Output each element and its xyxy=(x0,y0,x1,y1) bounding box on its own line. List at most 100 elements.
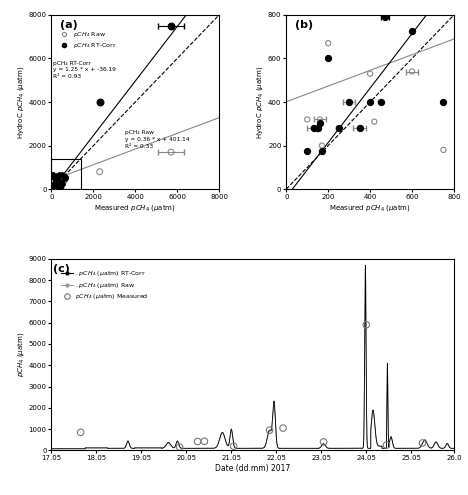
Point xyxy=(57,179,65,187)
Point xyxy=(62,177,69,185)
Point xyxy=(57,177,64,185)
Point xyxy=(56,178,63,186)
Point xyxy=(57,180,65,188)
Point xyxy=(408,67,416,75)
Point xyxy=(55,170,62,178)
Point xyxy=(324,39,332,47)
Point xyxy=(51,171,58,179)
Point xyxy=(49,170,57,178)
Point xyxy=(345,98,353,106)
Point xyxy=(194,438,201,446)
Point xyxy=(167,148,175,156)
Point xyxy=(57,173,65,181)
Point xyxy=(377,98,384,106)
Point xyxy=(57,171,64,179)
Point xyxy=(51,179,58,187)
Point xyxy=(54,184,62,192)
Point xyxy=(324,54,332,62)
Text: (b): (b) xyxy=(295,20,313,30)
X-axis label: Date (dd.mm) 2017: Date (dd.mm) 2017 xyxy=(215,464,290,473)
Point xyxy=(318,142,326,149)
Point xyxy=(279,424,287,432)
Point xyxy=(62,173,69,181)
Point xyxy=(52,183,60,191)
Point xyxy=(58,182,66,190)
Point xyxy=(49,182,56,190)
Point xyxy=(52,180,60,188)
Point xyxy=(58,179,66,187)
Point xyxy=(58,179,66,187)
Point xyxy=(314,125,322,133)
Point xyxy=(377,98,384,106)
Point xyxy=(335,124,343,132)
Point xyxy=(54,171,61,179)
Point xyxy=(52,179,60,187)
Point xyxy=(49,173,57,181)
Point xyxy=(316,115,323,123)
Point xyxy=(366,70,374,78)
Point xyxy=(58,170,66,178)
Point xyxy=(320,438,327,446)
Text: (a): (a) xyxy=(60,20,78,30)
Point xyxy=(52,173,60,181)
Point xyxy=(60,171,67,179)
Point xyxy=(56,182,63,190)
Point xyxy=(56,173,63,181)
Point xyxy=(62,173,69,181)
Point xyxy=(59,180,67,188)
Point xyxy=(96,98,103,106)
Point xyxy=(51,171,59,179)
Text: pCH₄ Raw
y = 0.36 * x + 401.14
R² = 0.33: pCH₄ Raw y = 0.36 * x + 401.14 R² = 0.33 xyxy=(125,130,190,148)
Point xyxy=(419,439,426,447)
Point xyxy=(60,177,68,185)
Point xyxy=(59,177,67,185)
Point xyxy=(230,442,237,450)
Point xyxy=(51,175,58,183)
Point xyxy=(51,181,58,189)
Point xyxy=(49,180,57,188)
Point xyxy=(176,443,183,451)
Point xyxy=(50,181,57,189)
Point xyxy=(371,118,378,126)
Point xyxy=(49,170,57,178)
Point xyxy=(57,184,64,192)
Point xyxy=(201,437,208,445)
Y-axis label: HydroC $pCH_4$ ($\mu$atm): HydroC $pCH_4$ ($\mu$atm) xyxy=(255,65,265,139)
X-axis label: Measured $pCH_4$ ($\mu$atm): Measured $pCH_4$ ($\mu$atm) xyxy=(329,203,411,213)
Point xyxy=(62,174,69,182)
Point xyxy=(51,176,58,184)
Point xyxy=(58,184,66,192)
Point xyxy=(57,183,64,191)
Point xyxy=(62,172,69,180)
Point xyxy=(56,173,63,181)
Y-axis label: HydroC $pCH_4$ ($\mu$atm): HydroC $pCH_4$ ($\mu$atm) xyxy=(16,65,26,139)
Point xyxy=(77,428,84,436)
Point xyxy=(440,146,447,154)
Point xyxy=(53,179,61,187)
Point xyxy=(62,173,69,181)
Point xyxy=(60,174,67,182)
Text: (c): (c) xyxy=(53,264,70,274)
Legend: $pCH_4$ Raw, $pCH_4$ RT-Corr: $pCH_4$ Raw, $pCH_4$ RT-Corr xyxy=(56,28,118,52)
Point xyxy=(408,27,416,35)
Y-axis label: $pCH_4$ ($\mu$atm): $pCH_4$ ($\mu$atm) xyxy=(16,332,26,377)
Point xyxy=(55,183,62,191)
Point xyxy=(55,181,62,189)
Point xyxy=(51,177,58,185)
Point xyxy=(356,124,363,132)
Point xyxy=(96,168,103,176)
Point xyxy=(57,184,65,192)
Point xyxy=(316,119,323,127)
Point xyxy=(49,170,56,178)
Point xyxy=(303,147,311,155)
Point xyxy=(51,182,58,190)
Point xyxy=(51,181,58,189)
Point xyxy=(52,172,60,180)
Point xyxy=(51,172,58,180)
Point xyxy=(51,174,58,182)
Point xyxy=(57,181,64,189)
Point xyxy=(51,183,58,191)
Point xyxy=(54,184,62,192)
Point xyxy=(60,172,67,180)
Point xyxy=(51,179,58,187)
